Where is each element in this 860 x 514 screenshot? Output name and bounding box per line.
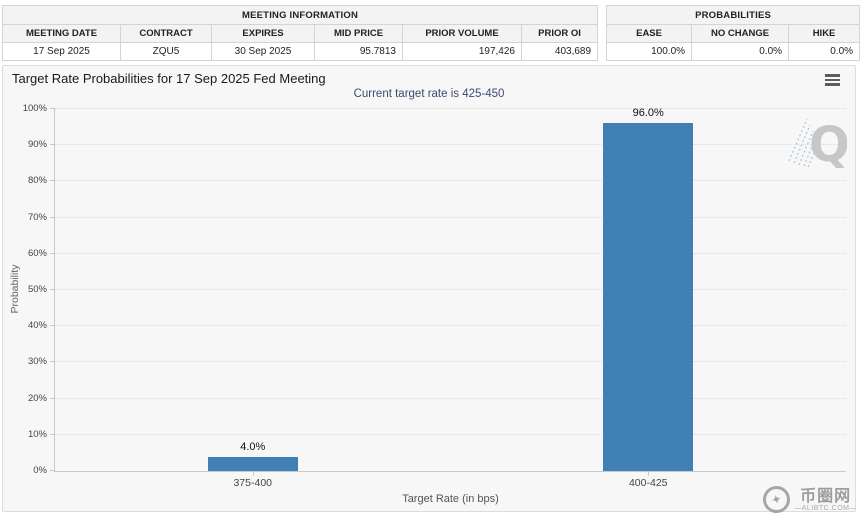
summary-tables: MEETING INFORMATION MEETING DATE CONTRAC… bbox=[1, 5, 860, 61]
y-axis-tick bbox=[50, 144, 55, 146]
y-axis-tick-label: 0% bbox=[33, 465, 47, 476]
y-axis-tick-label: 30% bbox=[27, 356, 47, 368]
col-header-prior-volume: PRIOR VOLUME bbox=[402, 24, 522, 43]
x-axis-category-label: 375-400 bbox=[233, 477, 273, 489]
chart-subtitle: Current target rate is 425-450 bbox=[353, 88, 505, 100]
hike-probability-value: 0.0% bbox=[788, 42, 860, 61]
x-axis-title: Target Rate (in bps) bbox=[402, 493, 499, 505]
y-axis-tick bbox=[50, 180, 55, 182]
expires-value: 30 Sep 2025 bbox=[211, 42, 315, 61]
meeting-date-value: 17 Sep 2025 bbox=[2, 42, 121, 61]
ease-probability-value: 100.0% bbox=[606, 42, 693, 61]
menu-bar bbox=[825, 83, 840, 86]
y-axis-tick bbox=[50, 289, 55, 290]
gridline bbox=[55, 361, 846, 363]
svg-text:Q: Q bbox=[809, 117, 847, 171]
site-logo-icon: ✦ bbox=[760, 482, 794, 514]
plot-area: Target Rate (in bps) 0% 10% 20% 30% 40% 50% 60… bbox=[23, 103, 846, 505]
mid-price-value: 95.7813 bbox=[314, 42, 403, 61]
y-axis-tick bbox=[50, 361, 55, 363]
bar-400-425[interactable] bbox=[603, 123, 694, 471]
y-axis-tick bbox=[50, 433, 55, 435]
y-axis-tick-label: 100% bbox=[22, 103, 47, 114]
y-axis-tick bbox=[50, 325, 55, 327]
col-header-ease: EASE bbox=[606, 24, 693, 43]
y-axis-tick-label: 80% bbox=[27, 175, 47, 187]
gridline bbox=[55, 144, 846, 146]
prior-oi-value: 403,689 bbox=[520, 42, 599, 61]
y-axis-tick-label: 70% bbox=[27, 211, 47, 223]
menu-bar bbox=[825, 74, 840, 77]
no-change-probability-value: 0.0% bbox=[691, 42, 790, 61]
y-axis-tick-label: 90% bbox=[27, 139, 47, 151]
y-axis-title: Probability bbox=[9, 264, 21, 314]
probabilities-table-title: PROBABILITIES bbox=[606, 5, 860, 25]
y-axis-tick bbox=[50, 108, 55, 109]
col-header-prior-oi: PRIOR OI bbox=[520, 24, 599, 43]
col-header-mid-price: MID PRICE bbox=[314, 24, 403, 43]
contract-value: ZQU5 bbox=[120, 42, 212, 61]
probabilities-table: PROBABILITIES EASE NO CHANGE HIKE 100.0%… bbox=[606, 5, 860, 61]
col-header-hike: HIKE bbox=[788, 24, 860, 43]
y-axis-tick bbox=[50, 470, 55, 471]
gridline bbox=[55, 216, 846, 218]
site-name: 币圈网 bbox=[800, 487, 852, 505]
gridline bbox=[55, 108, 846, 109]
col-header-no-change: NO CHANGE bbox=[691, 24, 790, 43]
y-axis-tick-label: 10% bbox=[27, 428, 47, 440]
gridline bbox=[55, 325, 846, 327]
col-header-meeting-date: MEETING DATE bbox=[2, 24, 121, 43]
bar-value-label: 96.0% bbox=[632, 107, 664, 120]
bar-375-400[interactable] bbox=[207, 456, 298, 471]
prior-volume-value: 197,426 bbox=[402, 42, 522, 61]
gridline bbox=[55, 433, 846, 435]
gridline bbox=[55, 397, 846, 399]
y-axis-tick bbox=[50, 252, 55, 254]
gridline bbox=[55, 180, 846, 182]
star-icon: ✦ bbox=[769, 490, 784, 508]
y-axis-tick-label: 50% bbox=[27, 284, 47, 295]
gridline bbox=[55, 289, 846, 290]
x-axis-tick bbox=[648, 471, 650, 476]
meeting-information-table: MEETING INFORMATION MEETING DATE CONTRAC… bbox=[1, 5, 599, 61]
x-axis-tick bbox=[252, 471, 254, 476]
site-watermark-text: 币圈网 —ALIBTC.COM— bbox=[794, 488, 857, 512]
bar-value-label: 4.0% bbox=[240, 440, 266, 453]
quikstrike-q-watermark: Q bbox=[787, 111, 850, 176]
x-axis-category-label: 400-425 bbox=[628, 477, 668, 489]
chart-context-menu-icon[interactable] bbox=[825, 74, 840, 88]
y-axis-tick-label: 60% bbox=[27, 247, 47, 259]
chart-panel: Target Rate Probabilities for 17 Sep 202… bbox=[2, 65, 856, 512]
site-url: —ALIBTC.COM— bbox=[794, 504, 857, 512]
chart-title: Target Rate Probabilities for 17 Sep 202… bbox=[12, 71, 326, 86]
col-header-contract: CONTRACT bbox=[120, 24, 212, 43]
menu-bar bbox=[825, 78, 840, 81]
y-axis-tick-label: 40% bbox=[27, 320, 47, 332]
site-watermark: ✦ 币圈网 —ALIBTC.COM— bbox=[760, 482, 857, 514]
q-watermark-graphic: Q bbox=[788, 117, 850, 173]
col-header-expires: EXPIRES bbox=[211, 24, 315, 43]
y-axis-tick bbox=[50, 216, 55, 218]
probabilities-table-row: 100.0% 0.0% 0.0% bbox=[606, 42, 860, 61]
meeting-table-row: 17 Sep 2025 ZQU5 30 Sep 2025 95.7813 197… bbox=[2, 42, 599, 61]
y-axis-tick-label: 20% bbox=[27, 392, 47, 404]
y-axis-tick bbox=[50, 397, 55, 399]
gridline bbox=[55, 252, 846, 254]
meeting-table-title: MEETING INFORMATION bbox=[1, 5, 599, 25]
